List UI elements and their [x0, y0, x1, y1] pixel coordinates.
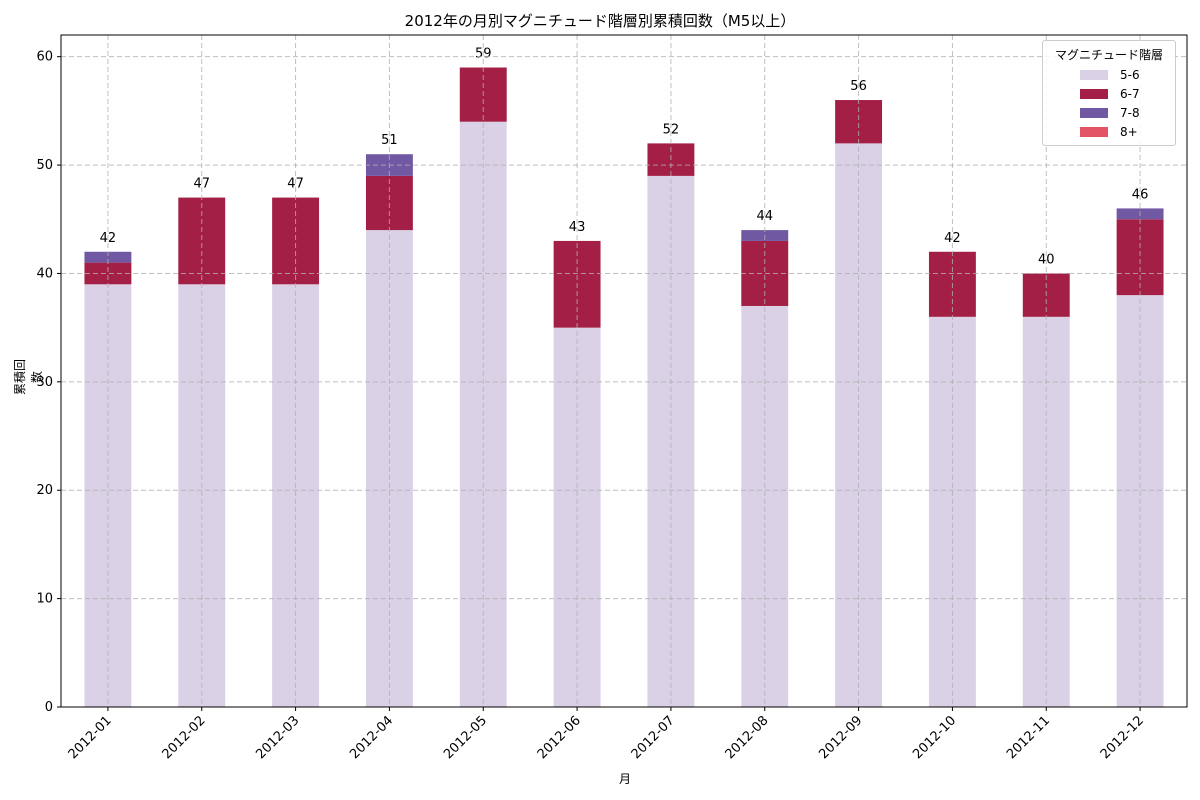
x-tick-label: 2012-07: [629, 713, 678, 762]
legend-item-7-8: 7-8: [1043, 106, 1140, 120]
bar-total-label: 52: [663, 122, 680, 137]
x-axis-label: 月: [618, 772, 631, 786]
x-tick-label: 2012-12: [1098, 713, 1147, 762]
y-tick-label: 50: [36, 158, 53, 173]
bar-total-label: 47: [193, 177, 210, 192]
bar-total-label: 46: [1132, 187, 1149, 202]
x-tick-label: 2012-08: [723, 713, 772, 762]
legend-swatch: [1080, 108, 1108, 118]
x-tick-label: 2012-09: [816, 713, 865, 762]
y-tick-label: 0: [45, 700, 53, 715]
bar-segment: [835, 100, 883, 144]
legend-label: 6-7: [1120, 87, 1140, 101]
y-axis-label: 累積回数: [13, 359, 44, 396]
x-tick-label: 2012-11: [1004, 713, 1053, 762]
chart-title: 2012年の月別マグニチュード階層別累積回数（M5以上）: [404, 12, 796, 30]
bar-segment: [647, 175, 695, 708]
legend-item-8-plus: 8+: [1043, 125, 1138, 139]
x-tick-label: 2012-05: [441, 713, 490, 762]
legend-swatch: [1080, 127, 1108, 137]
bar-total-label: 44: [756, 209, 773, 224]
y-tick-label: 30: [36, 375, 53, 390]
legend-item-5-6: 5-6: [1043, 68, 1140, 82]
legend-label: 5-6: [1120, 68, 1140, 82]
legend-item-6-7: 6-7: [1043, 87, 1140, 101]
legend-label: 7-8: [1120, 106, 1140, 120]
axes-frame: [60, 34, 1188, 708]
x-tick-label: 2012-01: [66, 713, 115, 762]
y-tick-label: 60: [36, 50, 53, 65]
legend: マグニチュード階層 5-6 6-7 7-8 8+: [1042, 40, 1176, 146]
y-tick-label: 10: [36, 592, 53, 607]
legend-label: 8+: [1120, 125, 1138, 139]
legend-title: マグニチュード階層: [1054, 48, 1163, 62]
bar-total-label: 47: [287, 177, 304, 192]
x-tick-label: 2012-06: [535, 713, 584, 762]
x-tick-label: 2012-04: [347, 713, 396, 762]
y-tick-label: 40: [36, 266, 53, 281]
legend-swatch: [1080, 89, 1108, 99]
bar-segment: [84, 251, 132, 263]
x-tick-label: 2012-03: [253, 713, 302, 762]
y-tick-label: 20: [36, 483, 53, 498]
bar-segment: [84, 262, 132, 285]
x-tick-label: 2012-10: [910, 713, 959, 762]
x-tick-label: 2012-02: [160, 713, 209, 762]
legend-swatch: [1080, 70, 1108, 80]
